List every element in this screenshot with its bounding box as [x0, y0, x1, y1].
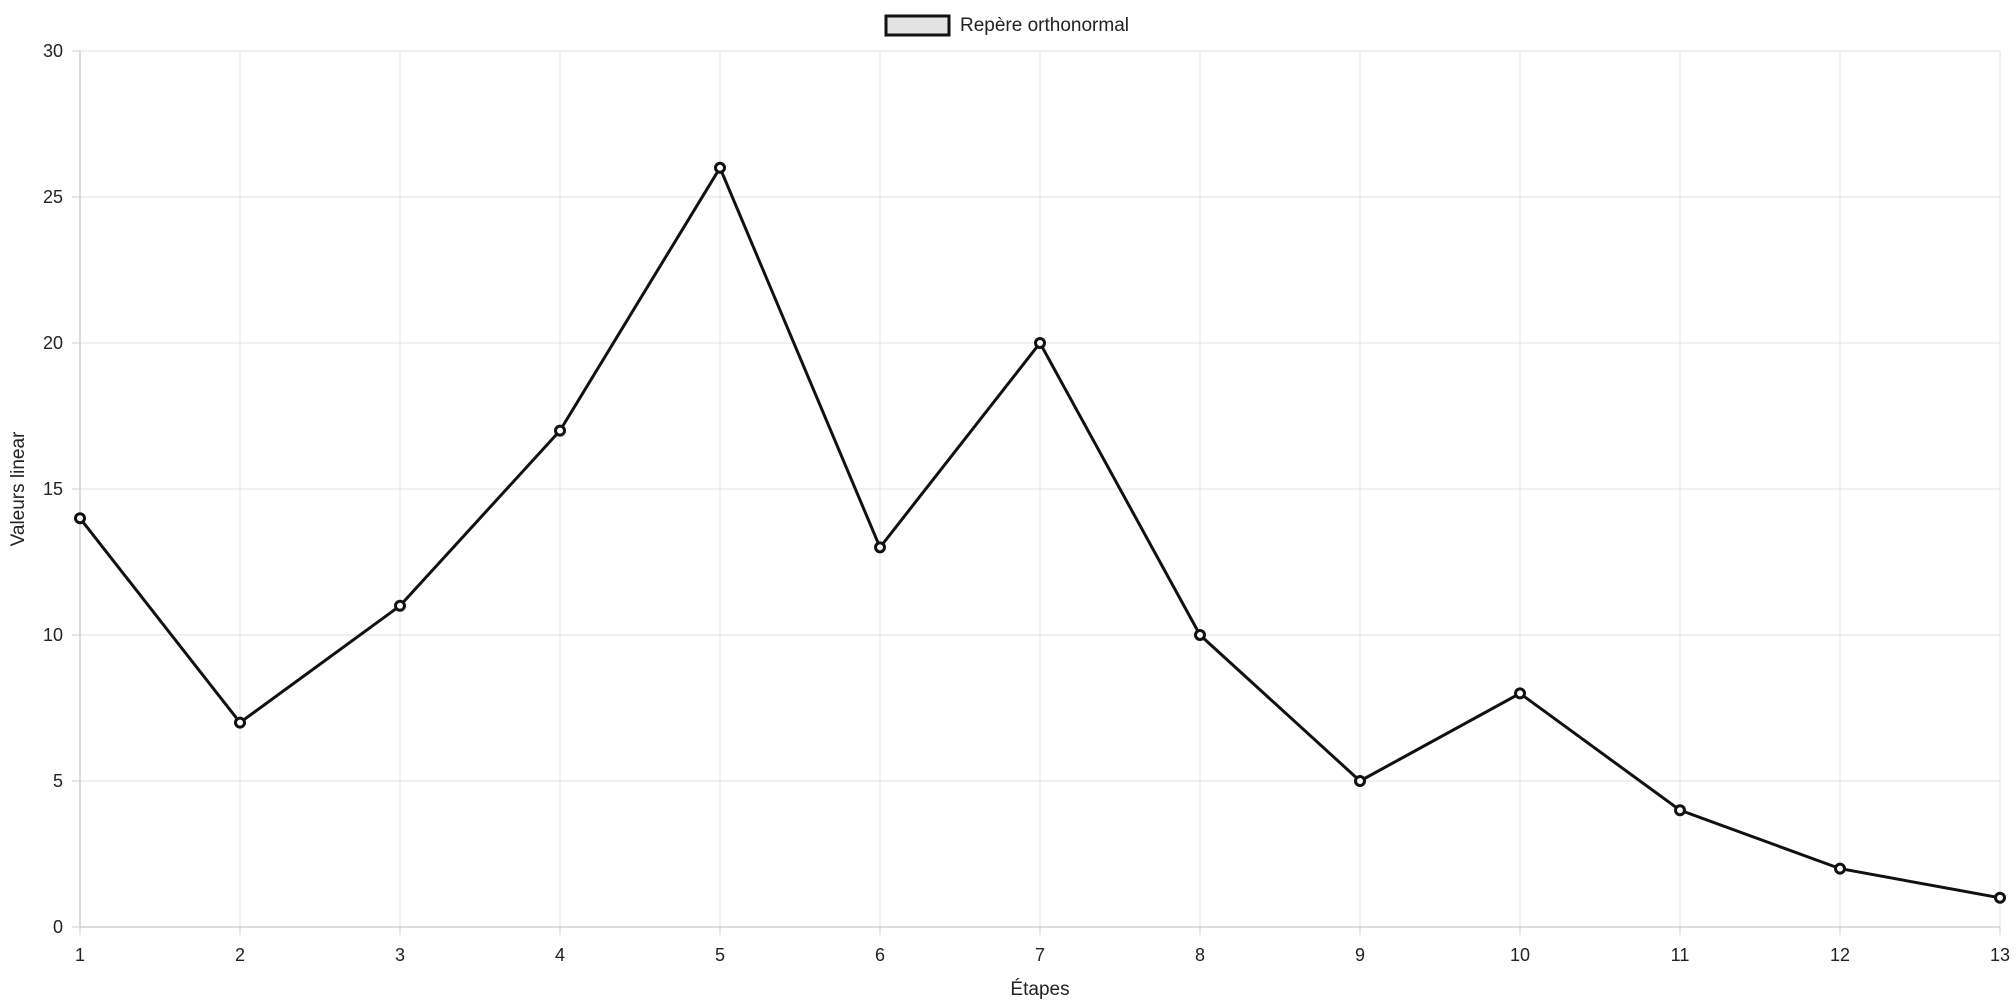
data-point[interactable] — [74, 512, 86, 525]
series — [74, 161, 2006, 904]
data-point[interactable] — [1674, 804, 1686, 817]
x-tick-label: 7 — [1035, 945, 1045, 965]
legend[interactable]: Repère orthonormal — [884, 14, 1129, 37]
data-point[interactable] — [554, 424, 566, 437]
x-tick-label: 6 — [875, 945, 885, 965]
x-tick-label: 12 — [1830, 945, 1850, 965]
x-tick-label: 11 — [1671, 945, 1690, 965]
axes — [72, 50, 2001, 935]
y-tick-label: 15 — [43, 479, 63, 499]
legend-label[interactable]: Repère orthonormal — [960, 15, 1129, 36]
data-point[interactable] — [234, 716, 246, 729]
data-point[interactable] — [1994, 891, 2006, 904]
x-tick-label: 4 — [555, 945, 565, 965]
x-tick-label: 5 — [715, 945, 725, 965]
x-tick-label: 3 — [395, 945, 405, 965]
y-tick-label: 0 — [53, 917, 63, 937]
x-tick-label: 9 — [1355, 945, 1365, 965]
data-point[interactable] — [1194, 629, 1206, 641]
data-point[interactable] — [394, 599, 406, 612]
data-point[interactable] — [1834, 862, 1846, 875]
x-tick-label: 1 — [75, 945, 85, 965]
y-tick-label: 20 — [43, 333, 63, 353]
data-point[interactable] — [874, 541, 886, 554]
x-tick-label: 13 — [1990, 945, 2010, 965]
y-tick-label: 5 — [53, 771, 63, 791]
y-tick-label: 30 — [43, 41, 63, 61]
data-point[interactable] — [1354, 775, 1366, 787]
data-point[interactable] — [714, 161, 726, 174]
grid — [79, 50, 2001, 928]
data-point[interactable] — [1034, 337, 1046, 349]
x-tick-label: 2 — [235, 945, 245, 965]
x-tick-label: 8 — [1195, 945, 1205, 965]
x-axis-title: Étapes — [1010, 979, 1069, 1000]
legend-swatch[interactable] — [884, 14, 951, 37]
x-tick-label: 10 — [1510, 945, 1530, 965]
data-point[interactable] — [1514, 687, 1526, 700]
y-tick-label: 10 — [43, 625, 63, 645]
y-tick-label: 25 — [43, 187, 63, 207]
y-axis-title: Valeurs linear — [8, 431, 29, 546]
